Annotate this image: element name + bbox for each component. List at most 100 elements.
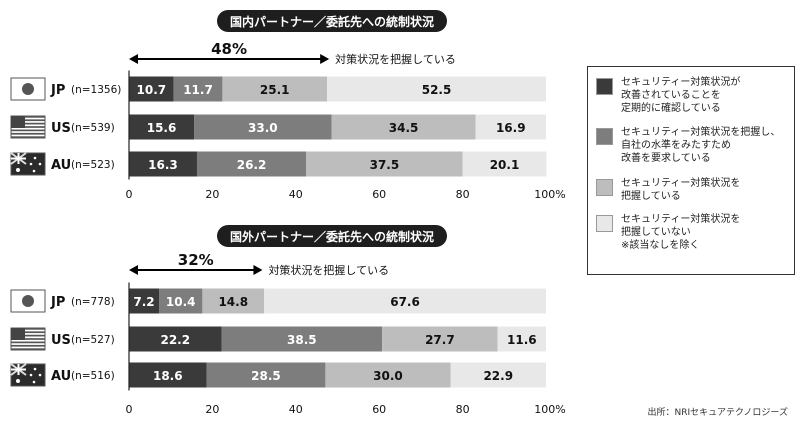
legend-swatch xyxy=(596,78,613,95)
highlight-arrow-head-left xyxy=(129,265,138,275)
bar-value-label: 52.5 xyxy=(422,83,452,97)
chart-title-pill xyxy=(217,225,447,247)
legend-swatch xyxy=(596,215,613,232)
sample-size: (n=1356) xyxy=(71,84,121,96)
legend-label: セキュリティー対策状況が 改善されていることを 定期的に確認している xyxy=(621,77,741,114)
bar-segment xyxy=(327,76,546,102)
bar-value-label: 27.7 xyxy=(425,333,455,347)
x-tick-label: 100% xyxy=(534,403,565,416)
bar-segment xyxy=(306,151,463,177)
us-flag-stripe xyxy=(11,341,45,344)
bar-value-label: 10.4 xyxy=(166,295,196,309)
bar-segment xyxy=(221,326,383,352)
bar-segment xyxy=(462,151,547,177)
x-tick-label: 0 xyxy=(126,188,133,201)
bar-segment xyxy=(202,288,265,314)
us-flag-stripe xyxy=(11,338,45,340)
highlight-label: 対策状況を把握している xyxy=(268,263,389,277)
bar-value-label: 16.3 xyxy=(148,158,178,172)
bar-value-label: 22.9 xyxy=(483,369,513,383)
bar-segment xyxy=(129,362,207,388)
bar-value-label: 38.5 xyxy=(287,333,317,347)
x-tick-label: 20 xyxy=(205,188,219,201)
bar-segment xyxy=(129,326,222,352)
australia-flag-star xyxy=(32,380,36,384)
australia-flag-star xyxy=(16,379,20,383)
us-flag-stripe xyxy=(11,334,45,337)
us-flag-stripe xyxy=(11,136,45,138)
country-code: US xyxy=(51,121,71,136)
us-flag-stripe xyxy=(11,122,45,125)
bar-value-label: 18.6 xyxy=(153,369,183,383)
x-tick-label: 40 xyxy=(289,188,303,201)
bar-segment xyxy=(159,288,203,314)
bar-value-label: 7.2 xyxy=(133,295,154,309)
us-flag-canton xyxy=(11,328,25,340)
bar-segment xyxy=(475,114,546,140)
japan-flag-disc xyxy=(22,295,34,307)
legend-swatch xyxy=(596,179,613,196)
bar-row: US (n=539) 15.6 33.0 34.5 16.9 xyxy=(10,114,546,140)
country-code: US xyxy=(51,333,71,348)
bar-segment xyxy=(196,151,307,177)
sample-size: (n=527) xyxy=(71,334,115,346)
us-flag-canton xyxy=(11,116,25,128)
us-flag-stripe xyxy=(11,344,45,347)
highlight-arrow-head-right xyxy=(320,54,330,64)
bar-segment xyxy=(129,288,160,314)
x-tick-label: 60 xyxy=(372,403,386,416)
bar-value-label: 26.2 xyxy=(237,158,267,172)
highlight-percent: 32% xyxy=(178,251,214,269)
bar-value-label: 20.1 xyxy=(490,158,520,172)
us-flag-stripe xyxy=(11,331,45,334)
us-flag-stripe xyxy=(11,129,45,132)
highlight-arrow-head-right xyxy=(253,265,263,275)
australia-flag-star xyxy=(33,156,37,160)
x-tick-label: 80 xyxy=(456,188,470,201)
bar-value-label: 22.2 xyxy=(160,333,190,347)
bar-value-label: 37.5 xyxy=(370,158,400,172)
sample-size: (n=523) xyxy=(71,159,115,171)
bar-row: JP (n=1356) 10.7 11.7 25.1 52.5 xyxy=(10,76,546,102)
bar-row: US (n=527) 22.2 38.5 27.7 11.6 xyxy=(10,326,546,352)
highlight-arrow-head-left xyxy=(129,54,138,64)
chart-panel: 国内パートナー／委託先への統制状況 48% 対策状況を把握している JP (n=1356… xyxy=(10,10,566,201)
bar-value-label: 28.5 xyxy=(251,369,281,383)
x-tick-label: 100% xyxy=(534,188,565,201)
bar-row: AU (n=523) 16.3 26.2 37.5 20.1 xyxy=(10,151,547,177)
source-note: 出所：NRIセキュアテクノロジーズ xyxy=(647,408,788,418)
australia-flag-star xyxy=(38,162,42,166)
bar-segment xyxy=(129,151,197,177)
legend-label: セキュリティー対策状況を把握し、 自社の水準をみたすため 改善を要求している xyxy=(621,127,781,164)
bar-value-label: 25.1 xyxy=(260,83,290,97)
sample-size: (n=539) xyxy=(71,122,115,134)
country-code: AU xyxy=(51,158,71,173)
australia-flag-star xyxy=(32,169,36,173)
bar-value-label: 33.0 xyxy=(248,121,278,135)
bar-segment xyxy=(173,76,223,102)
bar-segment xyxy=(450,362,546,388)
chart-panel: 国外パートナー／委託先への統制状況 32% 対策状況を把握している JP (n=778)… xyxy=(10,225,566,416)
sample-size: (n=516) xyxy=(71,370,115,382)
bar-segment xyxy=(331,114,476,140)
us-flag-stripe xyxy=(11,132,45,135)
bar-value-label: 11.7 xyxy=(183,83,213,97)
bar-segment xyxy=(264,288,546,314)
bar-segment xyxy=(325,362,451,388)
australia-flag-star xyxy=(29,373,33,377)
us-flag-stripe xyxy=(11,116,45,118)
chart-title: 国内パートナー／委託先への統制状況 xyxy=(230,14,434,29)
highlight-percent: 48% xyxy=(211,40,247,58)
x-tick-label: 80 xyxy=(456,403,470,416)
bar-segment xyxy=(194,114,332,140)
bar-value-label: 16.9 xyxy=(496,121,526,135)
australia-flag-star xyxy=(16,168,20,172)
bar-row: AU (n=516) 18.6 28.5 30.0 22.9 xyxy=(10,362,546,388)
bar-value-label: 11.6 xyxy=(507,333,537,347)
australia-flag-star xyxy=(29,162,33,166)
sample-size: (n=778) xyxy=(71,296,115,308)
australia-flag-star xyxy=(38,373,42,377)
bar-row: JP (n=778) 7.2 10.4 14.8 67.6 xyxy=(10,288,546,314)
bar-value-label: 10.7 xyxy=(137,83,167,97)
